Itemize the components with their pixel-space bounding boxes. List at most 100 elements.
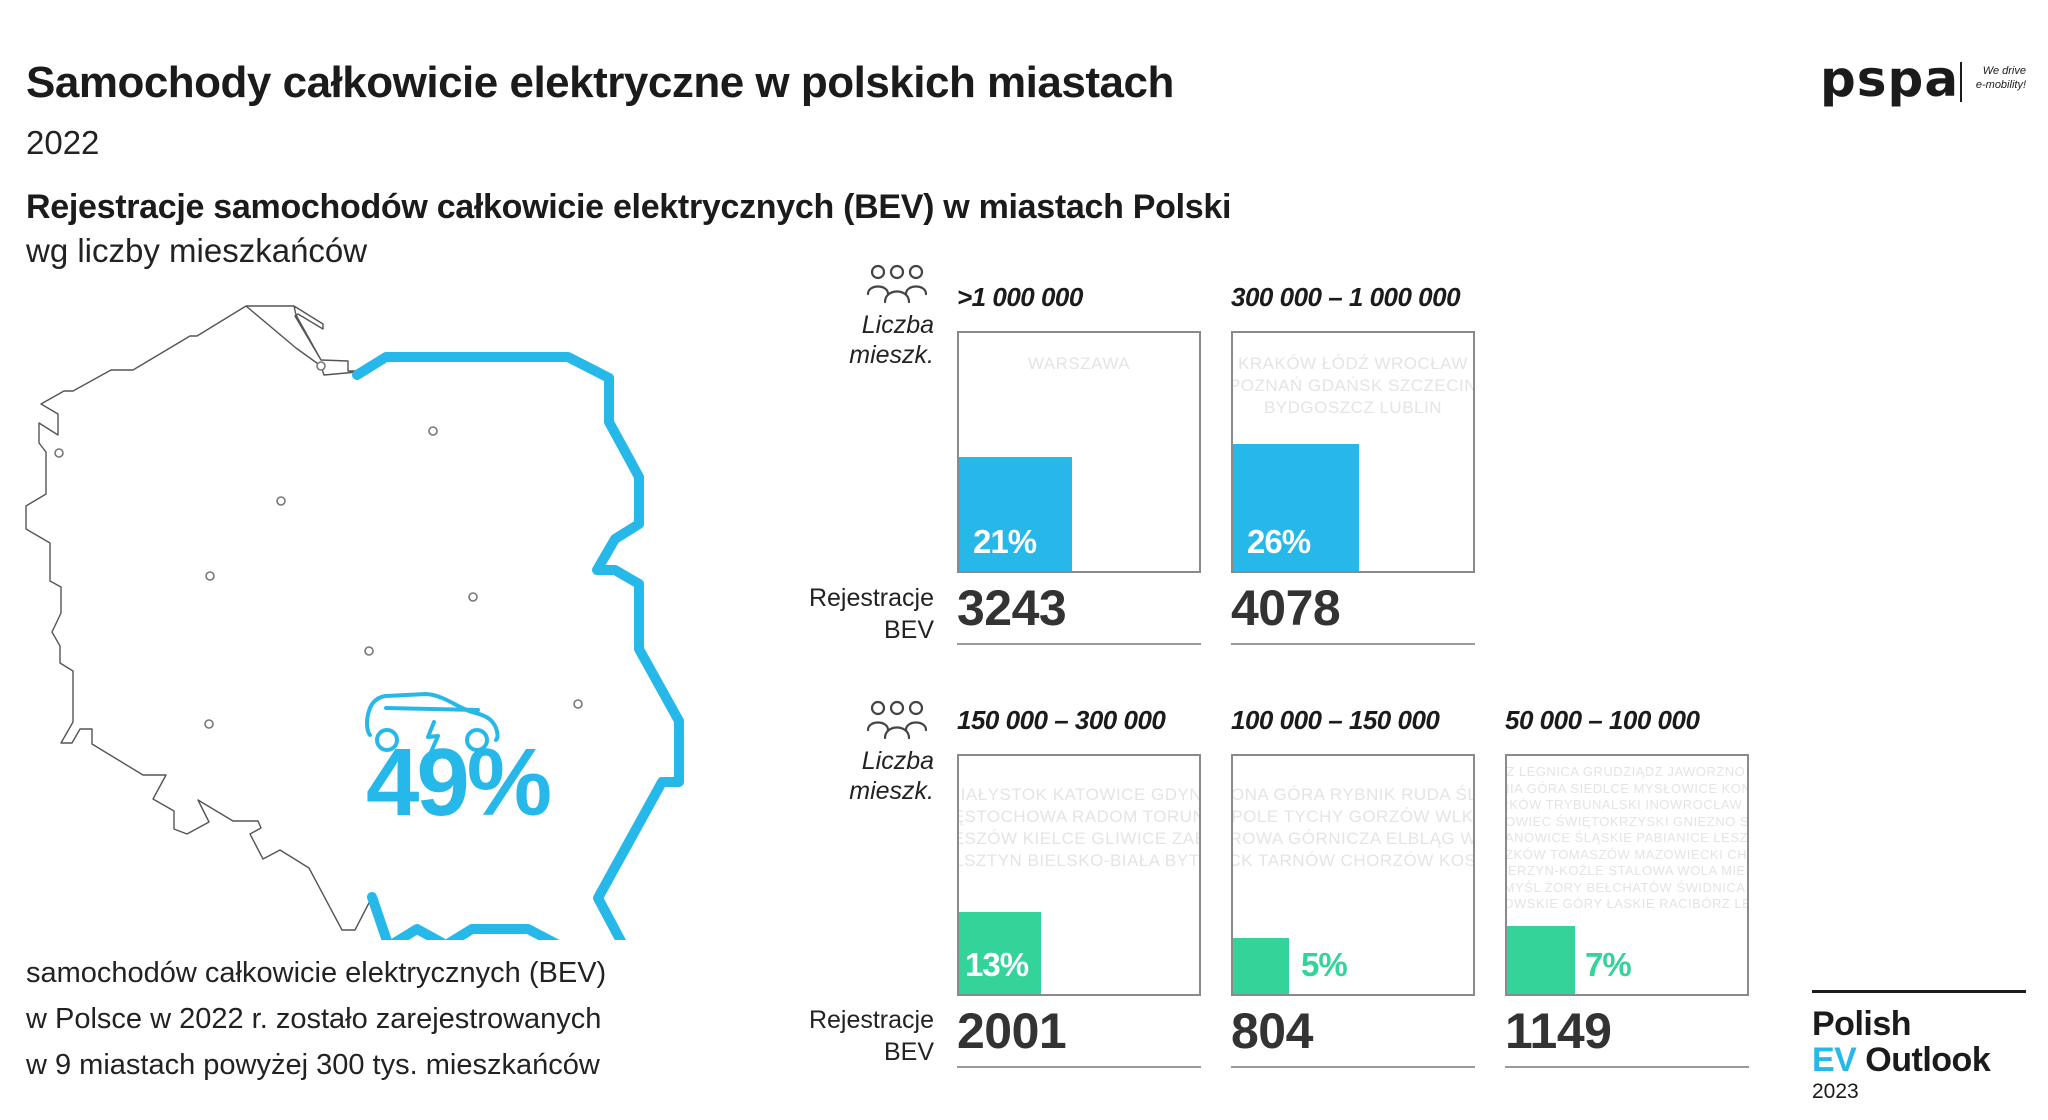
- population-range: 300 000 – 1 000 000: [1231, 282, 1461, 312]
- registrations-count: 4078: [1231, 580, 1341, 636]
- share-percent: 5%: [1301, 946, 1348, 983]
- city-list: KALISZ LEGNICA GRUDZIĄDZ JAWORZNO SŁUPSK…: [1505, 764, 1749, 913]
- logo-tagline-line2: e-mobility!: [1975, 79, 2026, 91]
- city-line: OPOLE TYCHY GORZÓW WLKP.: [1231, 807, 1475, 826]
- share-box: KALISZ LEGNICA GRUDZIĄDZ JAWORZNO SŁUPSK…: [1505, 754, 1749, 996]
- city-marker: [54, 448, 64, 458]
- share-box: KRAKÓW ŁÓDŹ WROCŁAW POZNAŃ GDAŃSK SZCZEC…: [1231, 331, 1475, 573]
- brand-ev: EV: [1812, 1041, 1857, 1079]
- share-percent: 13%: [965, 946, 1029, 983]
- city-marker: [364, 646, 374, 656]
- city-line: DĄBROWA GÓRNICZA ELBLĄG WAŁBRZYCH: [1231, 829, 1475, 848]
- city-line: KALISZ LEGNICA GRUDZIĄDZ JAWORZNO SŁUPSK…: [1506, 764, 1747, 779]
- pspa-logo: pspa We drive e-mobility!: [1820, 50, 2030, 112]
- city-line: ZIELONA GÓRA RYBNIK RUDA ŚLĄSKA: [1231, 785, 1473, 804]
- brand-line1: Polish: [1812, 1005, 1912, 1043]
- city-line: KĘDZIERZYN-KOŹLE STALOWA WOLA MIELEC: [1505, 863, 1747, 878]
- note-line: w Polsce w 2022 r. zostało zarejestrowan…: [26, 1003, 602, 1035]
- population-group: 300 000 – 1 000 000 KRAKÓW ŁÓDŹ WROCŁAW …: [1231, 282, 1475, 645]
- registrations-label-line1: Rejestracje: [808, 1006, 934, 1034]
- city-line: OSTROWIEC ŚWIĘTOKRZYSKI GNIEZNO STARGARD: [1505, 813, 1749, 829]
- registrations-count: 2001: [957, 1003, 1067, 1059]
- count-underline: [1231, 643, 1475, 645]
- logo-tagline: We drive e-mobility!: [1968, 64, 2026, 92]
- logo-tagline-line1: We drive: [1982, 65, 2026, 77]
- share-bar: [1507, 926, 1575, 994]
- city-line: WARSZAWA: [1027, 354, 1131, 373]
- share-box: WARSZAWA 21%: [957, 331, 1201, 573]
- share-bar: [959, 457, 1072, 571]
- city-marker: [573, 699, 583, 709]
- population-label-line2: mieszk.: [849, 777, 934, 805]
- share-percent: 7%: [1585, 946, 1632, 983]
- city-marker: [468, 592, 478, 602]
- count-underline: [957, 643, 1201, 645]
- share-bar: [1233, 444, 1359, 571]
- brand-year: 2023: [1812, 1080, 1859, 1103]
- city-line: PIOTRKÓW TRYBUNALSKI INOWROCŁAW LUBIN OS…: [1507, 797, 1747, 812]
- registrations-count: 804: [1231, 1003, 1313, 1059]
- registrations-axis-label: Rejestracje BEV: [774, 1004, 934, 1068]
- population-axis-label: Liczba mieszk.: [824, 310, 934, 370]
- city-line: KRAKÓW ŁÓDŹ WROCŁAW: [1238, 354, 1468, 373]
- share-box: ZIELONA GÓRA RYBNIK RUDA ŚLĄSKA OPOLE TY…: [1231, 754, 1475, 996]
- population-range: >1 000 000: [957, 282, 1083, 312]
- city-line: SIEMIANOWICE ŚLĄSKIE PABIANICE LESZNO ZA…: [1505, 830, 1748, 845]
- note-line: w 9 miastach powyżej 300 tys. mieszkańcó…: [26, 1049, 600, 1081]
- city-line: OLSZTYN BIELSKO-BIAŁA BYTOM: [959, 851, 1200, 870]
- city-marker: [316, 361, 326, 371]
- page-title: Samochody całkowicie elektryczne w polsk…: [26, 58, 1174, 107]
- electric-car-icon: [365, 692, 500, 754]
- people-icon: [866, 700, 928, 740]
- share-percent: 21%: [973, 523, 1037, 560]
- map-note: samochodów całkowicie elektrycznych (BEV…: [26, 950, 606, 1088]
- city-marker: [428, 426, 438, 436]
- share-percent: 26%: [1247, 523, 1311, 560]
- city-line: PRUSZKÓW TOMASZÓW MAZOWIECKI CHEŁM TCZEW: [1505, 846, 1748, 862]
- note-line: samochodów całkowicie elektrycznych (BEV…: [26, 957, 607, 989]
- population-group: 50 000 – 100 000 KALISZ LEGNICA GRUDZIĄD…: [1505, 705, 1749, 1068]
- brand-outlook: Outlook: [1856, 1041, 1991, 1079]
- map-outline-east: [352, 352, 684, 940]
- count-underline: [1505, 1066, 1749, 1068]
- population-label-line1: Liczba: [861, 747, 934, 775]
- city-line: TARNOWSKIE GÓRY ŁASKIE RACIBÓRZ LEGIONOW…: [1507, 896, 1747, 911]
- polish-ev-outlook-brand: Polish EV Outlook: [1812, 1005, 1991, 1079]
- population-axis-label: Liczba mieszk.: [824, 746, 934, 806]
- city-line: PŁOCK TARNÓW CHORZÓW KOSZALIN: [1233, 851, 1473, 870]
- city-line: BIAŁYSTOK KATOWICE GDYNIA: [957, 785, 1201, 804]
- registrations-label-line2: BEV: [883, 1038, 934, 1066]
- registrations-axis-label: Rejestracje BEV: [774, 582, 934, 646]
- population-label-line2: mieszk.: [849, 341, 934, 369]
- city-line: RZESZÓW KIELCE GLIWICE ZABRZE: [959, 829, 1199, 848]
- population-range: 100 000 – 150 000: [1231, 705, 1440, 735]
- city-line: BYDGOSZCZ LUBLIN: [1263, 398, 1443, 417]
- city-list: KRAKÓW ŁÓDŹ WROCŁAW POZNAŃ GDAŃSK SZCZEC…: [1231, 353, 1475, 419]
- city-line: CZĘSTOCHOWA RADOM TORUŃ SOSNOWIEC: [959, 807, 1201, 826]
- brand-line2: EV Outlook: [1812, 1041, 1991, 1079]
- city-marker: [276, 496, 286, 506]
- people-icon: [866, 264, 928, 304]
- chart-subtitle: wg liczby mieszkańców: [26, 232, 368, 269]
- city-marker: [204, 719, 214, 729]
- population-group: >1 000 000 WARSZAWA 21% 3243: [957, 282, 1201, 645]
- population-group: 150 000 – 300 000 BIAŁYSTOK KATOWICE GDY…: [957, 705, 1201, 1068]
- population-range: 150 000 – 300 000: [957, 705, 1166, 735]
- city-list: ZIELONA GÓRA RYBNIK RUDA ŚLĄSKA OPOLE TY…: [1231, 784, 1475, 872]
- city-line: PRZEMYŚL ŻORY BEŁCHATÓW ŚWIDNICA BĘDZIN: [1505, 879, 1747, 895]
- city-line: POZNAŃ GDAŃSK SZCZECIN: [1231, 376, 1475, 395]
- city-line: JELENIA GÓRA SIEDLCE MYSŁOWICE KONIN: [1507, 780, 1747, 796]
- count-underline: [957, 1066, 1201, 1068]
- map-outline-west: [25, 305, 373, 931]
- city-marker: [205, 571, 215, 581]
- population-range: 50 000 – 100 000: [1505, 705, 1700, 735]
- city-list: WARSZAWA: [959, 353, 1199, 375]
- city-list: BIAŁYSTOK KATOWICE GDYNIA CZĘSTOCHOWA RA…: [957, 784, 1201, 872]
- poland-map: [25, 305, 684, 940]
- share-bar: [1233, 938, 1289, 994]
- chart-title: Rejestracje samochodów całkowicie elektr…: [26, 188, 1232, 226]
- count-underline: [1231, 1066, 1475, 1068]
- population-label-line1: Liczba: [861, 311, 934, 339]
- city-markers: [54, 361, 583, 729]
- registrations-label-line2: BEV: [883, 616, 934, 644]
